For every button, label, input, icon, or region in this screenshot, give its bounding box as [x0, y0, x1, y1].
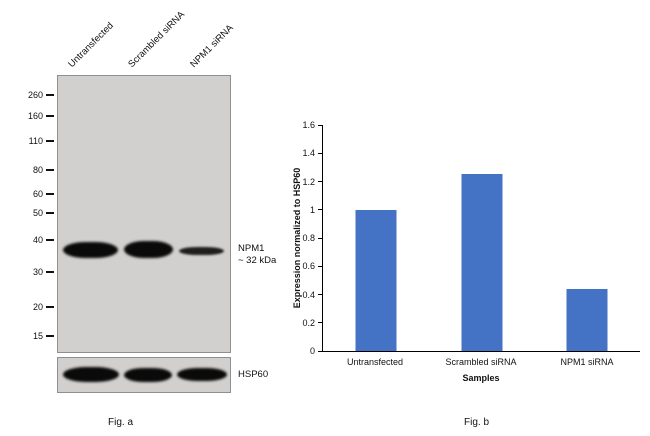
- y-tick-label: 1.6: [302, 120, 315, 130]
- bar: [461, 174, 502, 351]
- protein-band: [177, 368, 227, 381]
- x-axis-title: Samples: [462, 373, 500, 383]
- y-tick-label: 0.8: [302, 233, 315, 243]
- x-axis-category-labels: Untransfected Scrambled siRNA NPM1 siRNA: [322, 357, 640, 367]
- band-annotation-protein: NPM1: [238, 243, 265, 254]
- y-tick-mark: [318, 322, 323, 324]
- lane-label: NPM1 siRNA: [188, 22, 236, 71]
- y-axis-tick: 1.4: [302, 148, 323, 158]
- lane-label: Untransfected: [66, 20, 116, 70]
- protein-band: [63, 367, 119, 382]
- mw-tick: [46, 193, 54, 195]
- y-axis-tick: 0.8: [302, 233, 323, 243]
- chart-plot-area: 0 0.2 0.4 0.6 0.8 1 1.2 1.4 1.6: [302, 120, 640, 356]
- mw-marker: 15: [16, 331, 54, 341]
- mw-label: 15: [32, 331, 43, 341]
- mw-tick: [46, 271, 54, 273]
- bar-slot: [534, 125, 640, 351]
- loading-control-label: HSP60: [238, 369, 269, 380]
- y-axis-tick: 0.2: [302, 318, 323, 328]
- band-annotation: NPM1 ~ 32 kDa: [238, 243, 276, 268]
- y-tick-mark: [318, 265, 323, 267]
- y-tick-label: 1.2: [302, 176, 315, 187]
- protein-band: [63, 242, 118, 258]
- mw-label: 30: [32, 267, 43, 277]
- bar: [566, 288, 608, 351]
- y-tick-mark: [318, 237, 323, 239]
- mw-label: 50: [32, 208, 43, 218]
- mw-label: 110: [28, 136, 43, 146]
- y-tick-mark: [318, 152, 323, 154]
- western-blot-loading-control: [57, 357, 231, 393]
- bar: [355, 209, 397, 351]
- mw-label: 80: [32, 165, 43, 175]
- y-tick-label: 0.4: [302, 289, 315, 300]
- lane-label: Scrambled siRNA: [126, 9, 188, 70]
- mw-tick: [46, 115, 54, 117]
- mw-marker: 50: [16, 208, 54, 218]
- mw-marker: 20: [16, 302, 54, 312]
- bar-slot: [323, 125, 429, 351]
- mw-tick: [46, 212, 54, 214]
- y-tick-mark: [318, 350, 323, 352]
- y-axis-tick: 0.6: [302, 261, 323, 271]
- y-tick-label: 0.6: [302, 261, 315, 272]
- y-axis-tick: 1: [310, 205, 323, 215]
- mw-tick: [46, 335, 54, 337]
- bar-series: [323, 125, 640, 351]
- western-blot-main: [57, 75, 231, 353]
- x-axis-category-label: Scrambled siRNA: [445, 357, 517, 367]
- y-axis-tick: 0.4: [302, 290, 323, 300]
- mw-marker: 160: [16, 111, 54, 121]
- mw-marker: 60: [16, 189, 54, 199]
- protein-band: [124, 241, 173, 258]
- mw-label: 160: [27, 111, 43, 121]
- mw-tick: [46, 306, 54, 308]
- y-tick-label: 0: [309, 346, 315, 356]
- y-tick-label: 0.2: [302, 317, 315, 328]
- y-tick-label: 1: [309, 204, 315, 215]
- band-annotation-size: ~ 32 kDa: [238, 255, 277, 267]
- y-axis-title: Expression normalized to HSP60: [292, 167, 302, 309]
- protein-band: [124, 368, 172, 382]
- y-tick-label: 1.4: [302, 148, 315, 159]
- mw-label: 260: [27, 90, 43, 100]
- mw-tick: [46, 140, 54, 142]
- y-tick-mark: [318, 124, 323, 126]
- y-tick-mark: [318, 209, 323, 211]
- mw-marker: 30: [16, 267, 54, 277]
- mw-marker: 40: [16, 235, 54, 245]
- mw-label: 20: [32, 302, 43, 312]
- y-axis-tick: 0: [310, 346, 323, 356]
- bar-slot: [429, 125, 535, 351]
- x-axis-category-label: NPM1 siRNA: [560, 357, 614, 367]
- mw-tick: [46, 239, 54, 241]
- y-tick-mark: [318, 294, 323, 295]
- mw-tick: [46, 94, 54, 96]
- x-axis-category-label: Untransfected: [346, 357, 404, 367]
- mw-label: 40: [32, 235, 43, 245]
- mw-tick: [46, 169, 54, 171]
- mw-label: 60: [32, 189, 43, 199]
- y-axis-tick: 1.2: [302, 177, 323, 187]
- mw-marker: 260: [16, 90, 54, 100]
- figure-a-caption: Fig. a: [108, 417, 134, 428]
- y-axis-tick: 1.6: [302, 120, 323, 130]
- y-tick-mark: [318, 181, 323, 182]
- mw-marker: 80: [16, 165, 54, 175]
- protein-band: [179, 247, 224, 255]
- figure-b-caption: Fig. b: [464, 417, 490, 428]
- mw-marker: 110: [16, 136, 54, 146]
